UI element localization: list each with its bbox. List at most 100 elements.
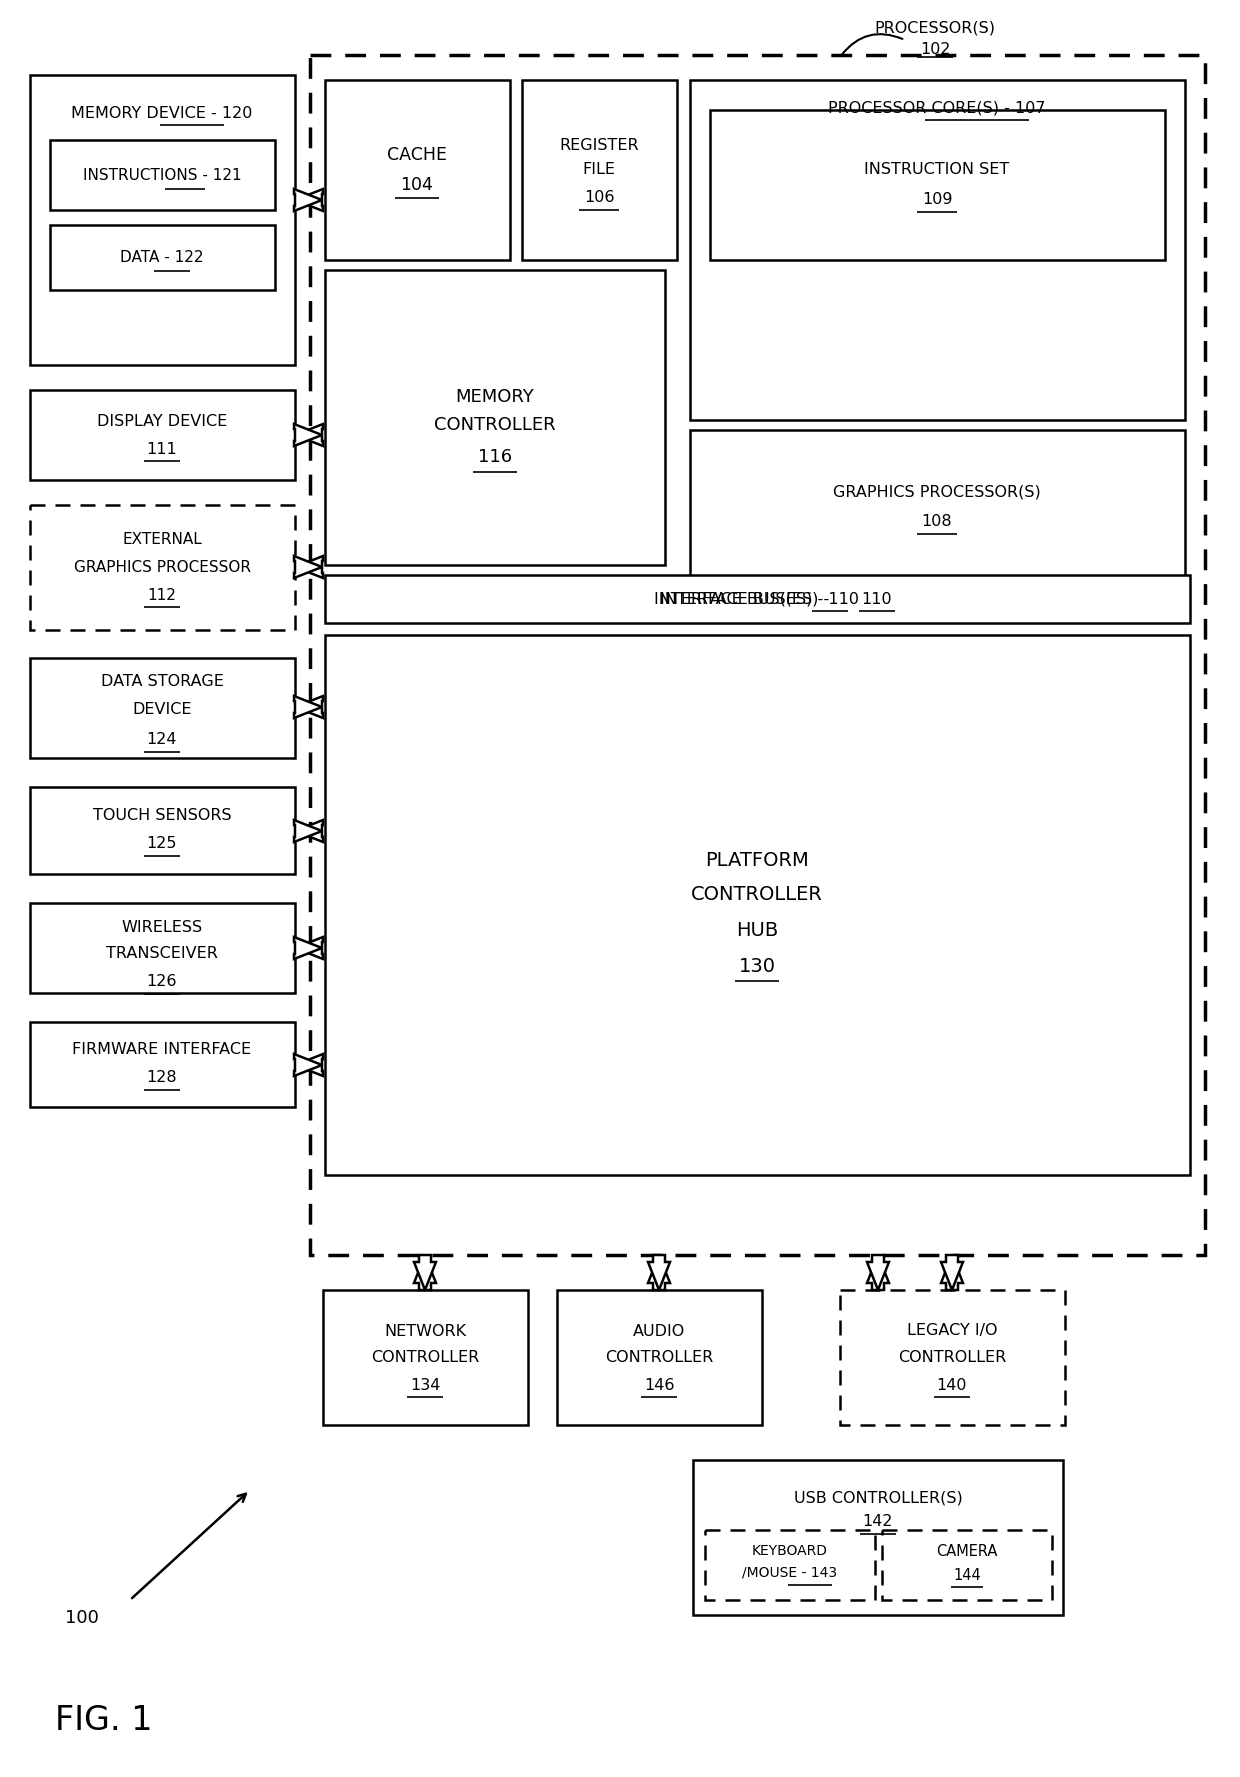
Bar	[30, 1022, 295, 1107]
Polygon shape	[294, 819, 322, 842]
Polygon shape	[295, 1054, 322, 1077]
Text: DISPLAY DEVICE: DISPLAY DEVICE	[97, 414, 227, 428]
Polygon shape	[941, 1255, 963, 1290]
Text: CONTROLLER: CONTROLLER	[434, 416, 556, 434]
Polygon shape	[295, 188, 322, 211]
Text: DATA - 122: DATA - 122	[120, 249, 203, 265]
Bar	[30, 903, 295, 993]
Text: TOUCH SENSORS: TOUCH SENSORS	[93, 809, 232, 823]
Text: 126: 126	[146, 974, 177, 990]
Text: DATA STORAGE: DATA STORAGE	[100, 675, 223, 689]
Text: 111: 111	[146, 441, 177, 457]
Text: DEVICE: DEVICE	[133, 702, 192, 718]
Text: WIRELESS: WIRELESS	[122, 920, 202, 935]
Text: CACHE: CACHE	[387, 146, 446, 163]
Bar	[689, 80, 1185, 419]
Polygon shape	[294, 697, 322, 718]
Text: 134: 134	[409, 1377, 440, 1393]
Text: 142: 142	[863, 1514, 893, 1530]
Bar	[325, 634, 1190, 1175]
Text: GRAPHICS PROCESSOR: GRAPHICS PROCESSOR	[73, 560, 250, 574]
Bar	[711, 110, 1166, 259]
Text: EXTERNAL: EXTERNAL	[122, 531, 202, 547]
Text: PROCESSOR CORE(S) - 107: PROCESSOR CORE(S) - 107	[828, 101, 1045, 116]
Text: MEMORY DEVICE - 120: MEMORY DEVICE - 120	[72, 105, 253, 121]
Text: NETWORK: NETWORK	[384, 1324, 466, 1338]
Text: 112: 112	[148, 588, 176, 602]
Text: TRANSCEIVER: TRANSCEIVER	[107, 947, 218, 961]
Text: CAMERA: CAMERA	[936, 1544, 998, 1558]
Text: USB CONTROLLER(S): USB CONTROLLER(S)	[794, 1491, 962, 1505]
Polygon shape	[294, 556, 322, 578]
Text: GRAPHICS PROCESSOR(S): GRAPHICS PROCESSOR(S)	[833, 485, 1040, 499]
Polygon shape	[414, 1255, 436, 1290]
Text: INSTRUCTIONS - 121: INSTRUCTIONS - 121	[83, 167, 242, 183]
Text: REGISTER: REGISTER	[559, 137, 639, 153]
Bar	[557, 1290, 763, 1425]
Text: CONTROLLER: CONTROLLER	[898, 1349, 1006, 1365]
Bar	[325, 270, 665, 565]
Polygon shape	[295, 819, 322, 842]
Text: 125: 125	[146, 837, 177, 851]
Polygon shape	[649, 1255, 670, 1290]
Bar	[50, 226, 275, 290]
Bar	[325, 80, 510, 259]
Bar	[30, 787, 295, 874]
Polygon shape	[294, 425, 322, 446]
Text: 130: 130	[739, 958, 775, 977]
Bar	[50, 140, 275, 210]
Text: 102: 102	[920, 43, 950, 57]
Text: LEGACY I/O: LEGACY I/O	[906, 1324, 997, 1338]
Text: 108: 108	[921, 515, 952, 530]
Text: PROCESSOR(S): PROCESSOR(S)	[874, 21, 996, 36]
Polygon shape	[294, 936, 322, 960]
Text: 116: 116	[477, 448, 512, 466]
Text: FILE: FILE	[583, 162, 615, 178]
Polygon shape	[941, 1255, 963, 1290]
Bar	[706, 1530, 875, 1599]
Bar	[30, 657, 295, 759]
Bar	[325, 576, 1190, 624]
Text: INTERFACE BUS(ES) - 110: INTERFACE BUS(ES) - 110	[655, 592, 859, 606]
Text: 110: 110	[862, 592, 893, 606]
Text: 144: 144	[954, 1567, 981, 1583]
Text: 146: 146	[644, 1377, 675, 1393]
Text: AUDIO: AUDIO	[632, 1324, 686, 1338]
Text: 140: 140	[936, 1377, 967, 1393]
Text: /MOUSE - 143: /MOUSE - 143	[743, 1566, 837, 1580]
Text: FIRMWARE INTERFACE: FIRMWARE INTERFACE	[72, 1043, 252, 1057]
Polygon shape	[649, 1255, 670, 1290]
Text: CONTROLLER: CONTROLLER	[691, 885, 823, 904]
Text: 109: 109	[921, 192, 952, 208]
Text: KEYBOARD: KEYBOARD	[751, 1544, 828, 1558]
Text: PLATFORM: PLATFORM	[706, 851, 808, 869]
Polygon shape	[294, 1054, 322, 1077]
Polygon shape	[294, 188, 322, 211]
Text: HUB: HUB	[735, 920, 779, 940]
Bar	[30, 389, 295, 480]
Polygon shape	[295, 936, 322, 960]
Text: INSTRUCTION SET: INSTRUCTION SET	[864, 162, 1009, 178]
Bar	[30, 75, 295, 364]
Bar	[882, 1530, 1052, 1599]
Polygon shape	[867, 1255, 889, 1290]
Bar	[689, 430, 1185, 585]
Text: FIG. 1: FIG. 1	[55, 1704, 153, 1736]
Text: CONTROLLER: CONTROLLER	[371, 1349, 479, 1365]
Text: CONTROLLER: CONTROLLER	[605, 1349, 713, 1365]
Polygon shape	[295, 697, 322, 718]
Text: 106: 106	[584, 190, 614, 206]
Bar	[322, 1290, 528, 1425]
Bar	[310, 55, 1205, 1255]
Bar	[693, 1461, 1063, 1615]
Text: 104: 104	[401, 176, 434, 194]
Bar	[522, 80, 677, 259]
Text: 124: 124	[146, 732, 177, 748]
Text: INTERFACE BUS(ES) -: INTERFACE BUS(ES) -	[660, 592, 835, 606]
Bar	[30, 505, 295, 631]
Polygon shape	[295, 425, 322, 446]
Bar	[839, 1290, 1065, 1425]
Text: 128: 128	[146, 1070, 177, 1086]
Polygon shape	[867, 1255, 889, 1290]
Polygon shape	[295, 556, 322, 578]
